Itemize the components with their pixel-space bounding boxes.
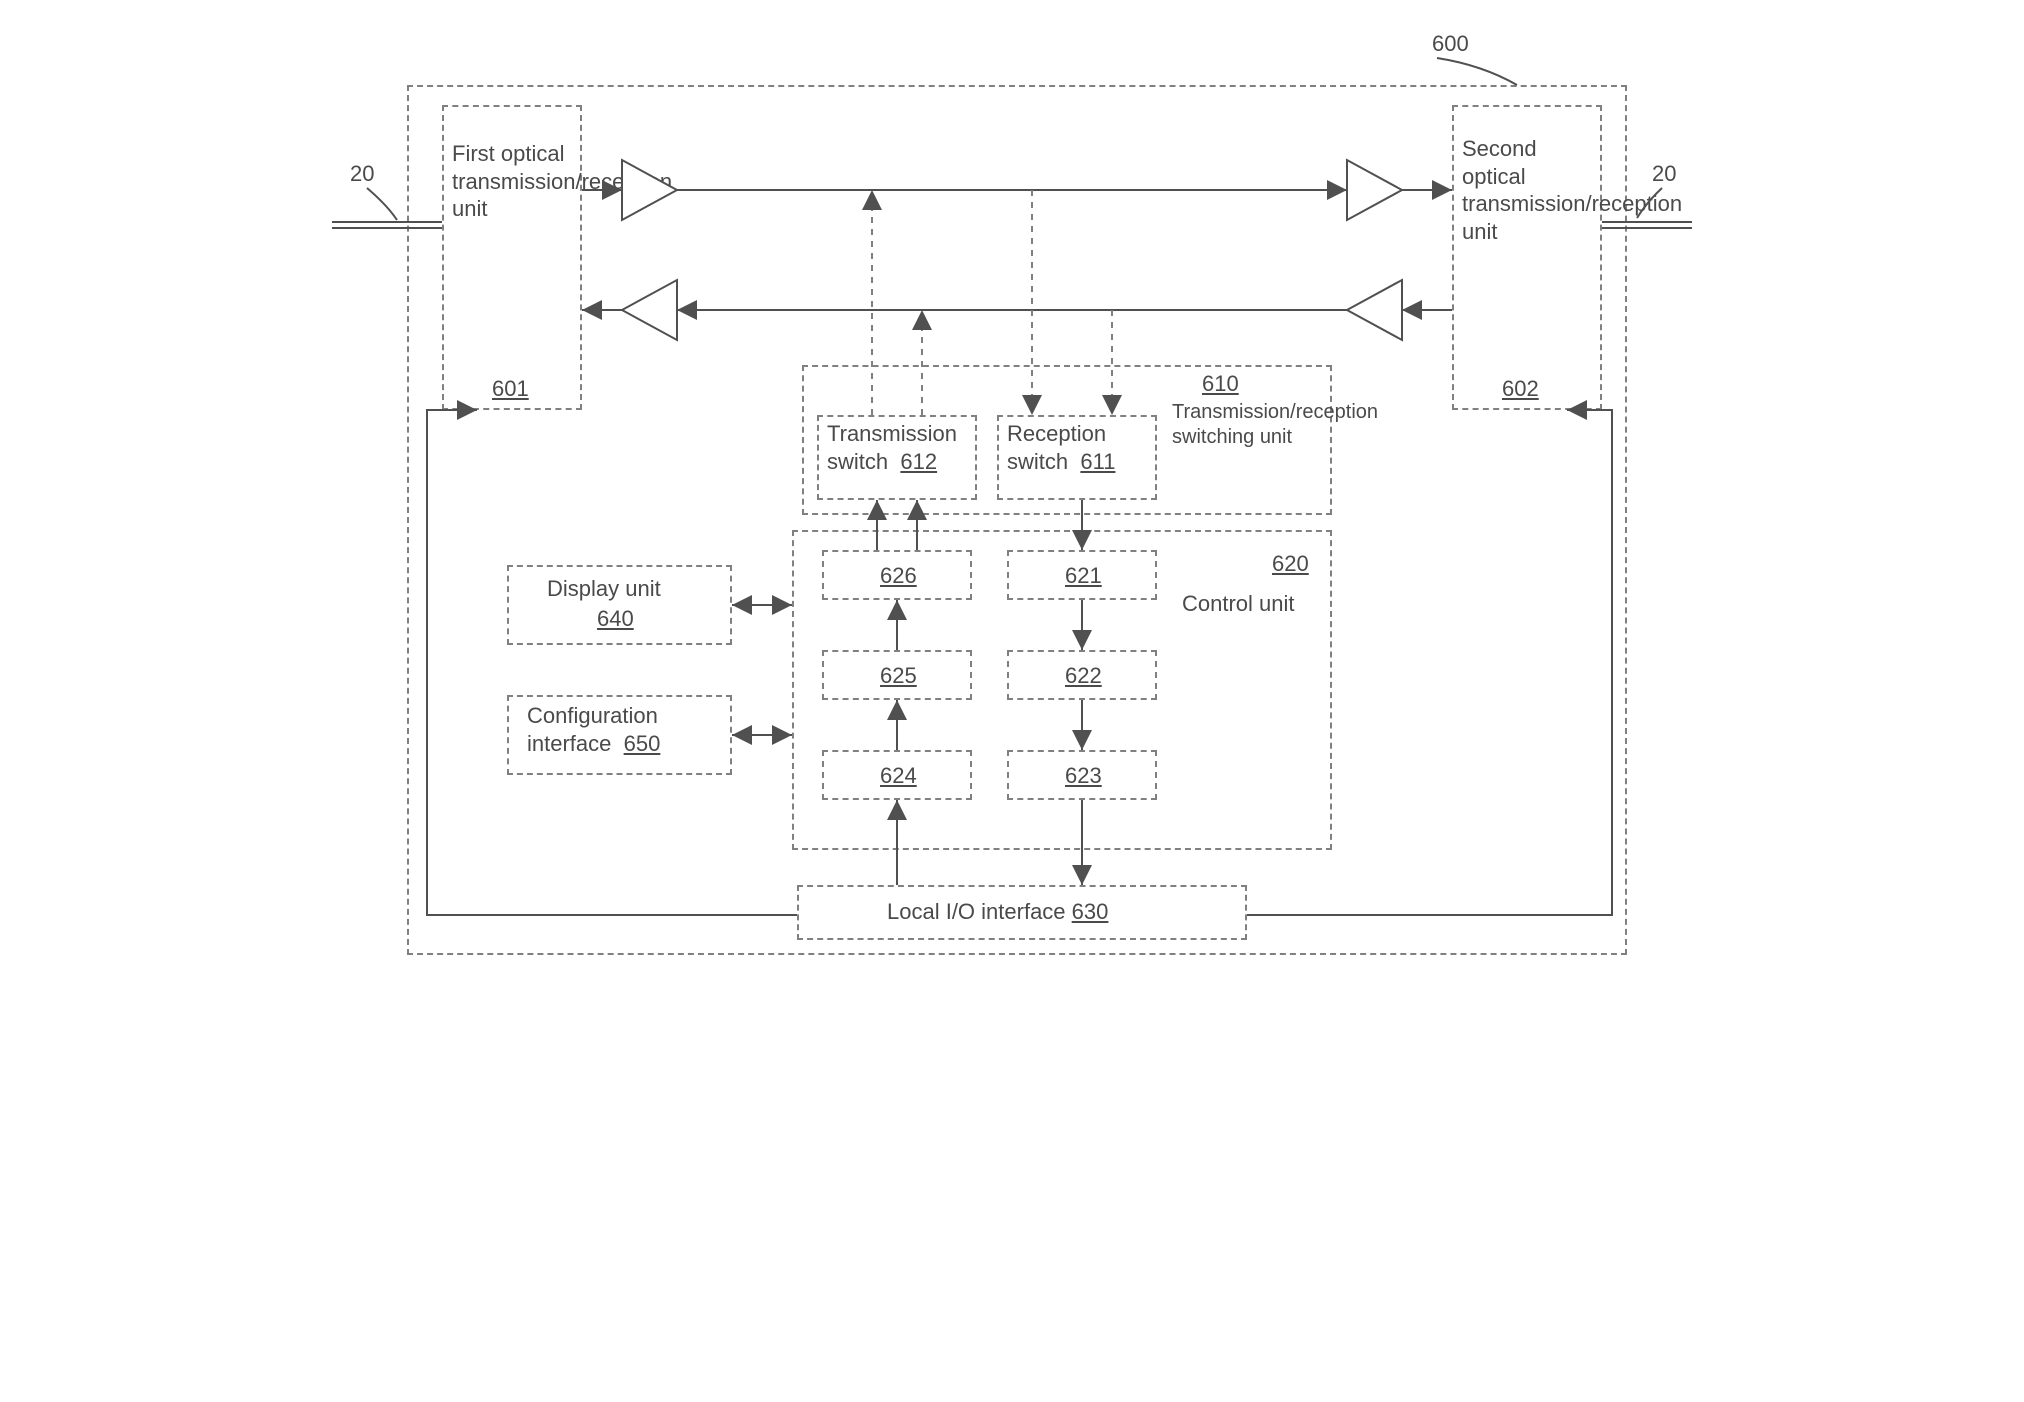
ref-610: 610 <box>1202 370 1239 398</box>
ref-624: 624 <box>880 762 917 790</box>
ref-602: 602 <box>1502 375 1539 403</box>
label-650: Configuration interface 650 <box>527 702 717 757</box>
label-620: Control unit <box>1182 590 1322 618</box>
ref-625: 625 <box>880 662 917 690</box>
callout-20-left: 20 <box>350 160 374 188</box>
label-640: Display unit <box>547 575 661 603</box>
ref-621: 621 <box>1065 562 1102 590</box>
diagram-canvas: 600 20 20 First optical transmission/rec… <box>332 30 1692 990</box>
label-602: Second optical transmission/reception un… <box>1462 135 1597 245</box>
ref-622: 622 <box>1065 662 1102 690</box>
label-612: Transmission switch 612 <box>827 420 967 475</box>
label-601: First optical transmission/reception uni… <box>452 140 577 223</box>
ref-620: 620 <box>1272 550 1309 578</box>
ref-623: 623 <box>1065 762 1102 790</box>
ref-626: 626 <box>880 562 917 590</box>
ref-640: 640 <box>597 605 634 633</box>
callout-20-right: 20 <box>1652 160 1676 188</box>
callout-600: 600 <box>1432 30 1469 58</box>
ref-601: 601 <box>492 375 529 403</box>
label-610: Transmission/reception switching unit <box>1172 400 1327 450</box>
label-611: Reception switch 611 <box>1007 420 1147 475</box>
label-630: Local I/O interface 630 <box>887 898 1108 926</box>
